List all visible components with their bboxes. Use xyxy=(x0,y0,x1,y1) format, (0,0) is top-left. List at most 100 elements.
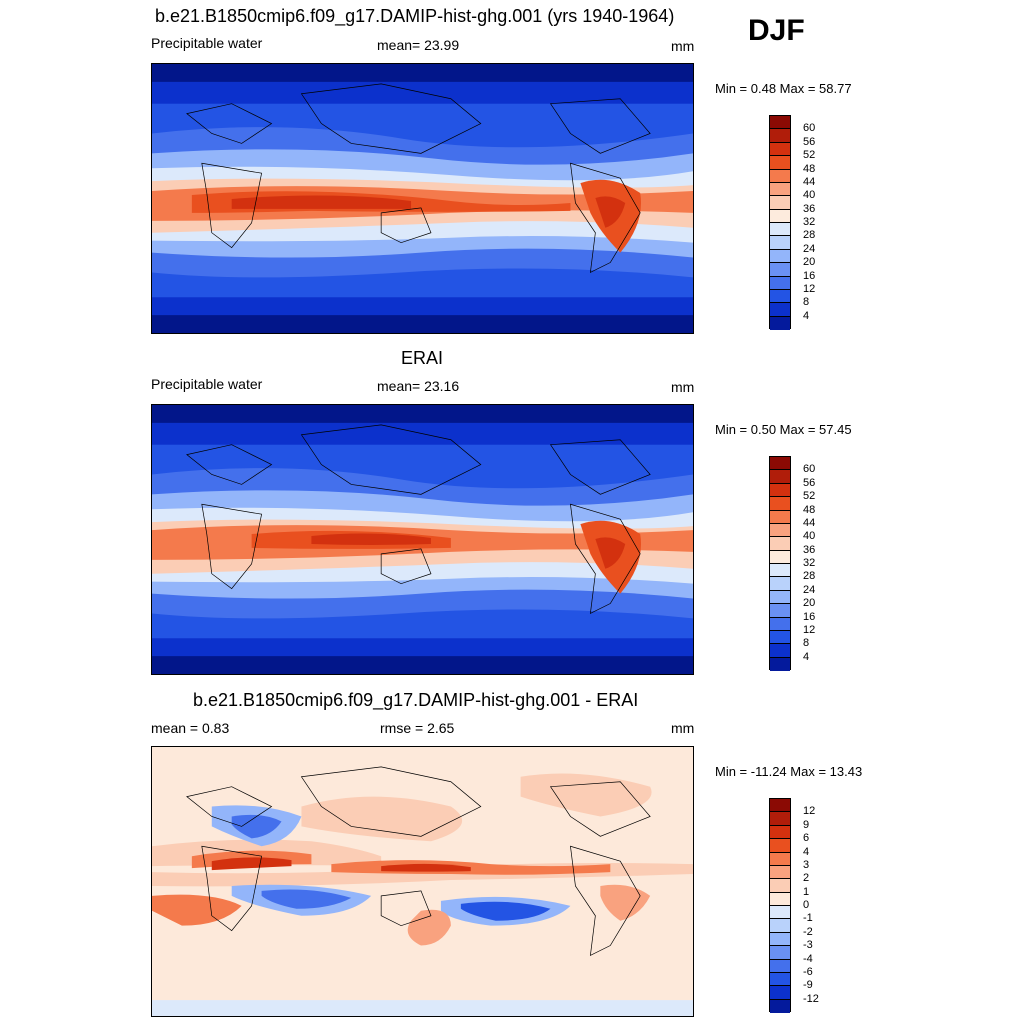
colorbar-swatch xyxy=(770,223,790,237)
panel2-map xyxy=(151,404,694,675)
colorbar-swatch xyxy=(770,497,790,511)
colorbar-tick-label: -9 xyxy=(803,979,813,991)
colorbar-swatch xyxy=(770,590,790,605)
colorbar-swatch xyxy=(770,630,790,645)
colorbar-tick-label: 4 xyxy=(803,846,810,858)
colorbar-tick-label: 56 xyxy=(803,136,816,148)
colorbar-tick-label: 24 xyxy=(803,243,816,255)
colorbar-tick-label: 6 xyxy=(803,832,810,844)
colorbar-swatch xyxy=(770,865,790,880)
colorbar-tick-label: 16 xyxy=(803,611,816,623)
colorbar-swatch xyxy=(770,852,790,866)
colorbar-tick-label: 44 xyxy=(803,176,816,188)
panel1-title: b.e21.B1850cmip6.f09_g17.DAMIP-hist-ghg.… xyxy=(155,6,675,26)
colorbar-swatch xyxy=(770,169,790,183)
colorbar-tick-label: 48 xyxy=(803,504,816,516)
colorbar-tick-label: 1 xyxy=(803,886,810,898)
colorbar-swatch xyxy=(770,303,790,317)
colorbar-swatch xyxy=(770,799,790,813)
colorbar-tick-label: 48 xyxy=(803,163,816,175)
panel1-minmax-label: Min = 0.48 Max = 58.77 xyxy=(715,81,852,96)
colorbar-swatch xyxy=(770,604,790,618)
colorbar-tick-label: 40 xyxy=(803,189,816,201)
colorbar-swatch xyxy=(770,156,790,170)
colorbar-tick-label: 20 xyxy=(803,256,816,268)
colorbar-tick-label: 44 xyxy=(803,517,816,529)
colorbar-tick-label: 28 xyxy=(803,229,816,241)
colorbar-tick-label: 9 xyxy=(803,819,810,831)
colorbar-tick-label: 0 xyxy=(803,899,810,911)
colorbar-swatch xyxy=(770,812,790,826)
colorbar-tick-label: -12 xyxy=(803,993,819,1005)
panel3-mean-label: mean = 0.83 xyxy=(151,720,230,736)
colorbar-swatch xyxy=(770,249,790,264)
colorbar-swatch xyxy=(770,617,790,631)
colorbar-swatch xyxy=(770,289,790,304)
colorbar-swatch xyxy=(770,316,790,330)
colorbar-swatch xyxy=(770,182,790,197)
panel2-mean-label: mean= 23.16 xyxy=(377,378,460,394)
panel1-variable-label: Precipitable water xyxy=(151,35,263,51)
colorbar-tick-label: 24 xyxy=(803,584,816,596)
panel2-colorbar xyxy=(769,456,791,671)
colorbar-swatch xyxy=(770,537,790,551)
colorbar-tick-label: 20 xyxy=(803,597,816,609)
colorbar-swatch xyxy=(770,657,790,671)
colorbar-tick-label: 3 xyxy=(803,859,810,871)
colorbar-tick-label: -4 xyxy=(803,953,813,965)
colorbar-swatch xyxy=(770,483,790,498)
panel3-rmse-label: rmse = 2.65 xyxy=(380,720,455,736)
colorbar-tick-label: 12 xyxy=(803,283,816,295)
season-label: DJF xyxy=(748,14,805,47)
colorbar-tick-label: 2 xyxy=(803,872,810,884)
colorbar-swatch xyxy=(770,986,790,1000)
colorbar-swatch xyxy=(770,196,790,210)
panel2-title: ERAI xyxy=(401,348,444,368)
colorbar-swatch xyxy=(770,276,790,290)
colorbar-swatch xyxy=(770,644,790,658)
panel3-map xyxy=(151,746,694,1017)
colorbar-tick-label: 16 xyxy=(803,270,816,282)
colorbar-swatch xyxy=(770,839,790,853)
colorbar-swatch xyxy=(770,236,790,250)
colorbar-swatch xyxy=(770,919,790,933)
colorbar-swatch xyxy=(770,470,790,484)
panel2-minmax-label: Min = 0.50 Max = 57.45 xyxy=(715,422,852,437)
panel1-map xyxy=(151,63,694,334)
colorbar-swatch xyxy=(770,879,790,893)
colorbar-tick-label: 56 xyxy=(803,477,816,489)
colorbar-swatch xyxy=(770,906,790,920)
colorbar-tick-label: 32 xyxy=(803,216,816,228)
colorbar-tick-label: 52 xyxy=(803,149,816,161)
colorbar-swatch xyxy=(770,457,790,471)
colorbar-swatch xyxy=(770,116,790,130)
panel1-colorbar xyxy=(769,115,791,330)
colorbar-swatch xyxy=(770,550,790,564)
colorbar-tick-label: 28 xyxy=(803,570,816,582)
panel3-title: b.e21.B1850cmip6.f09_g17.DAMIP-hist-ghg.… xyxy=(193,690,639,710)
panel1-units-label: mm xyxy=(671,38,695,54)
colorbar-swatch xyxy=(770,946,790,960)
panel2-units-label: mm xyxy=(671,379,695,395)
colorbar-swatch xyxy=(770,999,790,1013)
colorbar-swatch xyxy=(770,577,790,591)
colorbar-swatch xyxy=(770,825,790,840)
colorbar-swatch xyxy=(770,523,790,538)
panel3-colorbar xyxy=(769,798,791,1013)
colorbar-tick-label: -3 xyxy=(803,939,813,951)
colorbar-tick-label: 52 xyxy=(803,490,816,502)
panel2-variable-label: Precipitable water xyxy=(151,376,263,392)
colorbar-swatch xyxy=(770,932,790,947)
colorbar-tick-label: -1 xyxy=(803,912,813,924)
colorbar-swatch xyxy=(770,892,790,906)
colorbar-tick-label: 40 xyxy=(803,530,816,542)
colorbar-tick-label: 36 xyxy=(803,544,816,556)
colorbar-swatch xyxy=(770,142,790,157)
colorbar-swatch xyxy=(770,959,790,973)
colorbar-tick-label: 12 xyxy=(803,805,816,817)
colorbar-tick-label: 8 xyxy=(803,296,810,308)
colorbar-tick-label: 12 xyxy=(803,624,816,636)
colorbar-tick-label: 4 xyxy=(803,310,810,322)
colorbar-tick-label: 60 xyxy=(803,463,816,475)
colorbar-tick-label: 36 xyxy=(803,203,816,215)
